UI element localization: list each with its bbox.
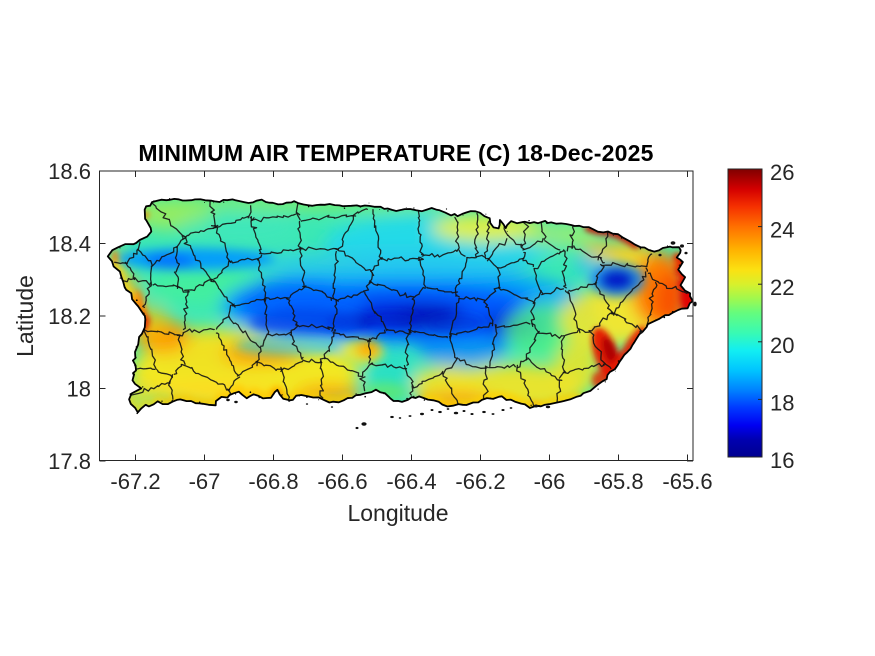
svg-text:-65.6: -65.6 [662, 469, 712, 494]
svg-text:-65.8: -65.8 [593, 469, 643, 494]
svg-text:18.6: 18.6 [48, 159, 91, 184]
svg-text:-67: -67 [189, 469, 221, 494]
svg-text:-66.4: -66.4 [386, 469, 436, 494]
svg-text:24: 24 [770, 218, 794, 243]
svg-text:26: 26 [770, 160, 794, 185]
svg-text:18: 18 [770, 390, 794, 415]
svg-text:-66.2: -66.2 [455, 469, 505, 494]
svg-text:22: 22 [770, 275, 794, 300]
svg-text:20: 20 [770, 333, 794, 358]
svg-text:17.8: 17.8 [48, 449, 91, 474]
svg-text:18.2: 18.2 [48, 304, 91, 329]
svg-text:-67.2: -67.2 [110, 469, 160, 494]
svg-text:-66.6: -66.6 [317, 469, 367, 494]
svg-text:-66.8: -66.8 [248, 469, 298, 494]
svg-text:-66: -66 [534, 469, 566, 494]
svg-text:18.4: 18.4 [48, 232, 91, 257]
svg-text:18: 18 [67, 377, 91, 402]
svg-text:Longitude: Longitude [347, 500, 448, 526]
svg-text:MINIMUM AIR TEMPERATURE (C) 18: MINIMUM AIR TEMPERATURE (C) 18-Dec-2025 [138, 140, 653, 166]
svg-text:Latitude: Latitude [12, 275, 38, 357]
svg-text:16: 16 [770, 448, 794, 473]
